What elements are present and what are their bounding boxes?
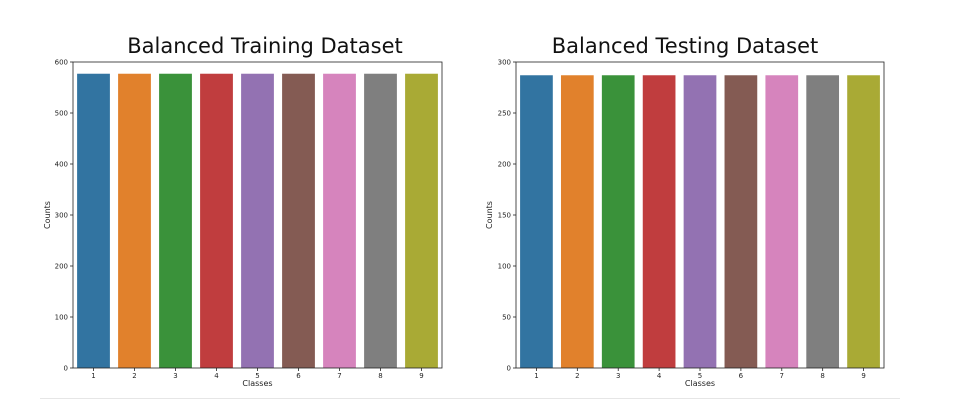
y-axis-label: Counts [485,201,494,229]
y-tick-label: 50 [502,314,511,322]
y-tick-label: 200 [55,263,68,271]
bar-training-class-4 [200,73,233,368]
y-tick-label: 0 [507,365,511,373]
y-tick-label: 500 [55,110,68,118]
bar-testing-class-2 [560,75,594,368]
x-tick-label: 4 [214,372,219,380]
x-tick-label: 1 [534,372,538,380]
y-tick-label: 400 [55,161,68,169]
bar-testing-class-4 [642,75,676,368]
bar-training-class-5 [241,73,274,368]
bar-testing-class-6 [724,75,758,368]
bar-testing-class-3 [601,75,635,368]
x-tick-label: 2 [575,372,579,380]
bar-training-class-6 [282,73,315,368]
bar-testing-class-9 [847,75,880,368]
x-tick-label: 7 [337,372,341,380]
bar-testing-class-5 [683,75,717,368]
x-tick-label: 3 [616,372,620,380]
bar-training-class-7 [323,73,356,368]
x-tick-label: 5 [255,372,259,380]
x-tick-label: 9 [419,372,423,380]
x-tick-label: 1 [91,372,95,380]
x-tick-label: 2 [132,372,136,380]
chart-title-testing: Balanced Testing Dataset [551,34,819,58]
y-tick-label: 150 [498,212,511,220]
y-tick-label: 300 [55,212,68,220]
x-tick-label: 4 [657,372,662,380]
y-tick-label: 200 [498,161,511,169]
x-tick-label: 8 [378,372,382,380]
x-axis-label: Classes [242,379,272,388]
divider [40,398,900,399]
y-tick-label: 600 [55,59,68,67]
chart-title-training: Balanced Training Dataset [127,34,403,58]
bar-training-class-3 [159,73,192,368]
x-tick-label: 3 [173,372,177,380]
y-tick-label: 100 [498,263,511,271]
bar-training-class-9 [405,73,438,368]
x-tick-label: 6 [739,372,744,380]
x-axis-label: Classes [685,379,715,388]
y-axis-label: Counts [43,201,52,229]
bar-testing-class-7 [765,75,799,368]
bar-testing-class-1 [520,75,553,368]
bar-training-class-2 [118,73,151,368]
bar-training-class-8 [364,73,397,368]
y-tick-label: 100 [55,314,68,322]
x-tick-label: 6 [296,372,301,380]
x-tick-label: 7 [780,372,784,380]
y-tick-label: 250 [498,110,511,118]
y-tick-label: 0 [64,365,68,373]
bar-testing-class-8 [806,75,840,368]
x-tick-label: 9 [861,372,865,380]
y-tick-label: 300 [498,59,511,67]
bar-training-class-1 [77,73,110,368]
x-tick-label: 5 [698,372,702,380]
x-tick-label: 8 [820,372,824,380]
